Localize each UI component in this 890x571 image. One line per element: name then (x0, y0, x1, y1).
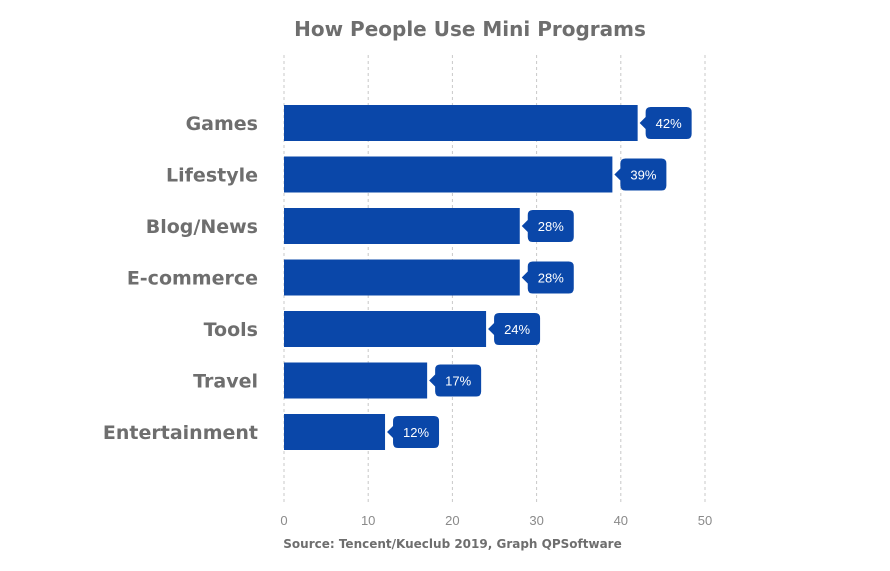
value-callout (614, 158, 667, 191)
value-label: 28% (538, 271, 564, 286)
bar (284, 208, 520, 244)
value-label: 42% (656, 116, 682, 131)
value-callout (429, 364, 482, 397)
bar (284, 362, 428, 399)
category-label: Games (186, 113, 258, 135)
category-label: Lifestyle (166, 165, 258, 187)
value-label: 28% (538, 219, 564, 234)
value-label: 24% (504, 322, 530, 337)
bars: 42% 39% 28% 28% 24% 17% 12% (284, 105, 692, 450)
category-label: Tools (204, 319, 258, 341)
category-label: Entertainment (103, 422, 258, 444)
value-callout (639, 107, 692, 139)
x-tick-label: 10 (361, 513, 375, 528)
bar (284, 414, 386, 450)
chart-title: How People Use Mini Programs (294, 17, 646, 41)
category-label: E-commerce (127, 268, 258, 290)
bar (284, 105, 638, 141)
value-callout (521, 210, 574, 242)
x-tick-label: 40 (614, 513, 628, 528)
value-callout (387, 416, 440, 448)
value-label: 12% (403, 425, 429, 440)
chart-source: Source: Tencent/Kueclub 2019, Graph QPSo… (283, 537, 622, 551)
bar (284, 156, 613, 193)
category-label: Travel (193, 371, 258, 393)
x-tick-label: 0 (280, 513, 287, 528)
value-label: 39% (630, 168, 656, 183)
value-label: 17% (445, 374, 471, 389)
x-tick-label: 20 (445, 513, 459, 528)
bar (284, 259, 520, 296)
x-axis-ticks: 0 10 20 30 40 50 (280, 513, 712, 528)
x-tick-label: 30 (529, 513, 543, 528)
x-tick-label: 50 (698, 513, 712, 528)
category-labels: Games Lifestyle Blog/News E-commerce Tools Tr… (103, 113, 258, 444)
category-label: Blog/News (146, 216, 258, 238)
value-callout (488, 313, 541, 345)
value-callout (521, 261, 574, 294)
bar (284, 311, 487, 347)
